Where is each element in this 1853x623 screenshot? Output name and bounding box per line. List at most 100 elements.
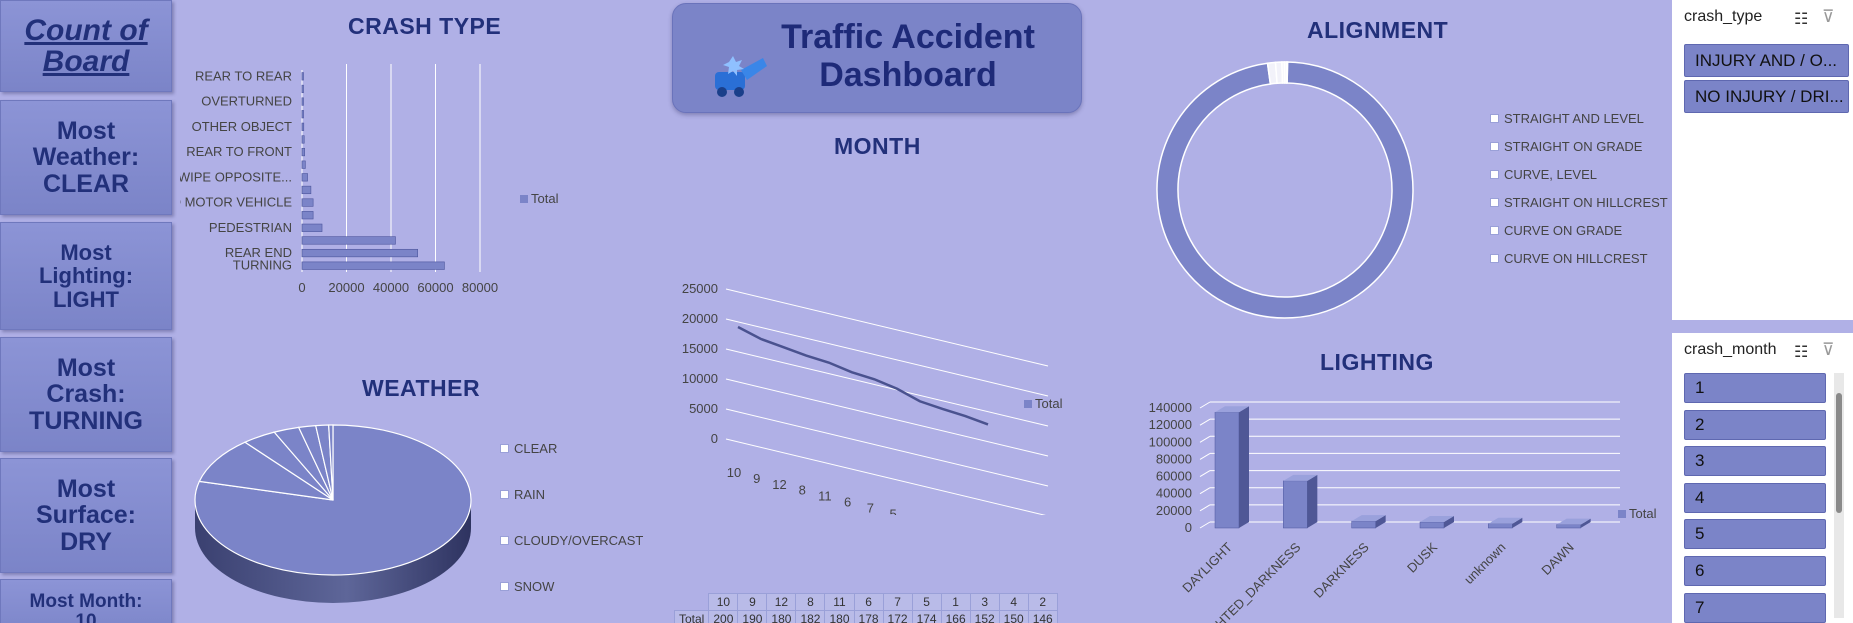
gridline [725, 378, 1049, 457]
most-lighting-card: Most Lighting: LIGHT [0, 222, 172, 330]
crash-category-label: PARKED MOTOR VEHICLE [180, 195, 292, 210]
month-option-2[interactable]: 2 [1684, 410, 1826, 440]
crash-month-slicer: crash_month ☷ ⊽ 1 2 3 4 5 6 7 [1672, 333, 1853, 623]
month-option-5[interactable]: 5 [1684, 519, 1826, 549]
crash-type-option-injury[interactable]: INJURY AND / O... [1684, 44, 1849, 77]
y-tick-label: 20000 [682, 311, 718, 326]
legend-swatch [500, 444, 509, 453]
month-option-4[interactable]: 4 [1684, 483, 1826, 513]
lighting-bar [1214, 412, 1240, 529]
crash-category-label: REAR TO FRONT [186, 144, 292, 159]
x-tick-label: 8 [799, 483, 806, 498]
month-line [737, 325, 989, 426]
weather-legend-item: SNOW [500, 579, 554, 594]
crash-bar [301, 135, 305, 144]
alignment-legend-label: STRAIGHT ON GRADE [1504, 139, 1643, 154]
month-option-6[interactable]: 6 [1684, 556, 1826, 586]
crash-category-label: TURNING [233, 258, 292, 273]
month-value-cell: 146 [1027, 610, 1058, 623]
lighting-bar-top [1351, 515, 1386, 522]
crash-bar [301, 236, 396, 245]
lighting-bar-top [1556, 518, 1591, 525]
weather-title: WEATHER [362, 375, 481, 401]
crash-type-slicer-header: crash_type [1684, 8, 1763, 25]
legend-swatch [500, 536, 509, 545]
weather-legend-item: CLEAR [500, 441, 557, 456]
alignment-legend-label: CURVE, LEVEL [1504, 167, 1597, 182]
car-crash-icon [715, 56, 767, 97]
slicer-scrollbar[interactable] [1834, 373, 1844, 618]
crash-type-title: CRASH TYPE [348, 13, 502, 39]
alignment-slice [1156, 61, 1414, 319]
month-value-cell: 182 [795, 610, 826, 623]
month-value-cell: 152 [969, 610, 1000, 623]
y-tick-label: 20000 [1156, 503, 1192, 518]
clear-filter-icon[interactable]: ⊽ [1822, 340, 1835, 359]
crash-category-label: OVERTURNED [201, 94, 292, 109]
alignment-title: ALIGNMENT [1307, 17, 1449, 43]
crash-bar [301, 97, 304, 106]
alignment-legend-label: CURVE ON GRADE [1504, 223, 1623, 238]
month-option-7[interactable]: 7 [1684, 593, 1826, 623]
x-tick-label: 80000 [462, 280, 498, 295]
x-tick-label: 5 [889, 506, 896, 515]
lighting-bar [1488, 523, 1513, 529]
crash-bar [301, 173, 308, 182]
crash-category-label: SIDESWIPE OPPOSITE... [180, 169, 292, 184]
y-tick-label: 25000 [682, 281, 718, 296]
weather-slice [328, 424, 334, 501]
x-tick-label: 60000 [417, 280, 453, 295]
x-tick-label: 7 [867, 500, 874, 515]
lighting-bar [1556, 524, 1581, 529]
lighting-bar-side [1375, 515, 1386, 528]
most-weather-card: Most Weather: CLEAR [0, 100, 172, 215]
month-value-cell: 174 [911, 610, 942, 623]
count-of-board-card: Count of Board [0, 0, 172, 92]
x-tick-label: DUSK [1404, 539, 1440, 575]
month-option-3[interactable]: 3 [1684, 446, 1826, 476]
lighting-bar-side [1307, 474, 1318, 528]
lighting-bar-top [1488, 517, 1523, 524]
most-surface-card: Most Surface: DRY [0, 458, 172, 573]
legend-swatch [1490, 114, 1499, 123]
month-header-cell: 5 [911, 593, 942, 611]
crash-type-option-no-injury[interactable]: NO INJURY / DRI... [1684, 80, 1849, 113]
crash-bar [301, 160, 306, 169]
multi-select-icon[interactable]: ☷ [1794, 344, 1809, 361]
gridline [725, 438, 1046, 515]
month-legend-swatch [1024, 400, 1032, 408]
slicer-scroll-thumb[interactable] [1836, 393, 1842, 513]
crash-bar [301, 147, 305, 157]
alignment-slice [1285, 61, 1289, 84]
lighting-bar-side [1580, 518, 1591, 528]
lighting-legend-label: Total [1629, 506, 1657, 521]
y-tick-label: 5000 [689, 401, 718, 416]
clear-filter-icon[interactable]: ⊽ [1822, 7, 1835, 26]
weather-pie-chart [194, 424, 472, 603]
alignment-legend-item: CURVE ON GRADE [1490, 223, 1622, 238]
weather-legend-item: RAIN [500, 487, 545, 502]
x-tick-label: 40000 [373, 280, 409, 295]
month-value-cell: 172 [882, 610, 913, 623]
month-option-1[interactable]: 1 [1684, 373, 1826, 403]
y-tick-label: 40000 [1156, 486, 1192, 501]
y-tick-label: 80000 [1156, 451, 1192, 466]
weather-legend-label: CLOUDY/OVERCAST [514, 533, 644, 548]
lighting-bar-side [1512, 517, 1523, 528]
month-header-cell: 9 [737, 593, 768, 611]
multi-select-icon[interactable]: ☷ [1794, 11, 1809, 28]
crash-bar [301, 72, 304, 81]
weather-legend-item: CLOUDY/OVERCAST [500, 533, 643, 548]
lighting-bar-top [1215, 406, 1249, 413]
crash-bar [301, 248, 418, 258]
most-surface-label: Most Surface: DRY [35, 475, 137, 556]
x-tick-label: 0 [298, 280, 305, 295]
month-value-cell: 190 [737, 610, 768, 623]
month-value-cell: 180 [824, 610, 855, 623]
month-header-cell: 8 [795, 593, 826, 611]
x-tick-label: 12 [772, 477, 786, 492]
month-value-cell: 150 [998, 610, 1029, 623]
month-value-cell: 178 [853, 610, 884, 623]
crash-bar [301, 122, 305, 131]
